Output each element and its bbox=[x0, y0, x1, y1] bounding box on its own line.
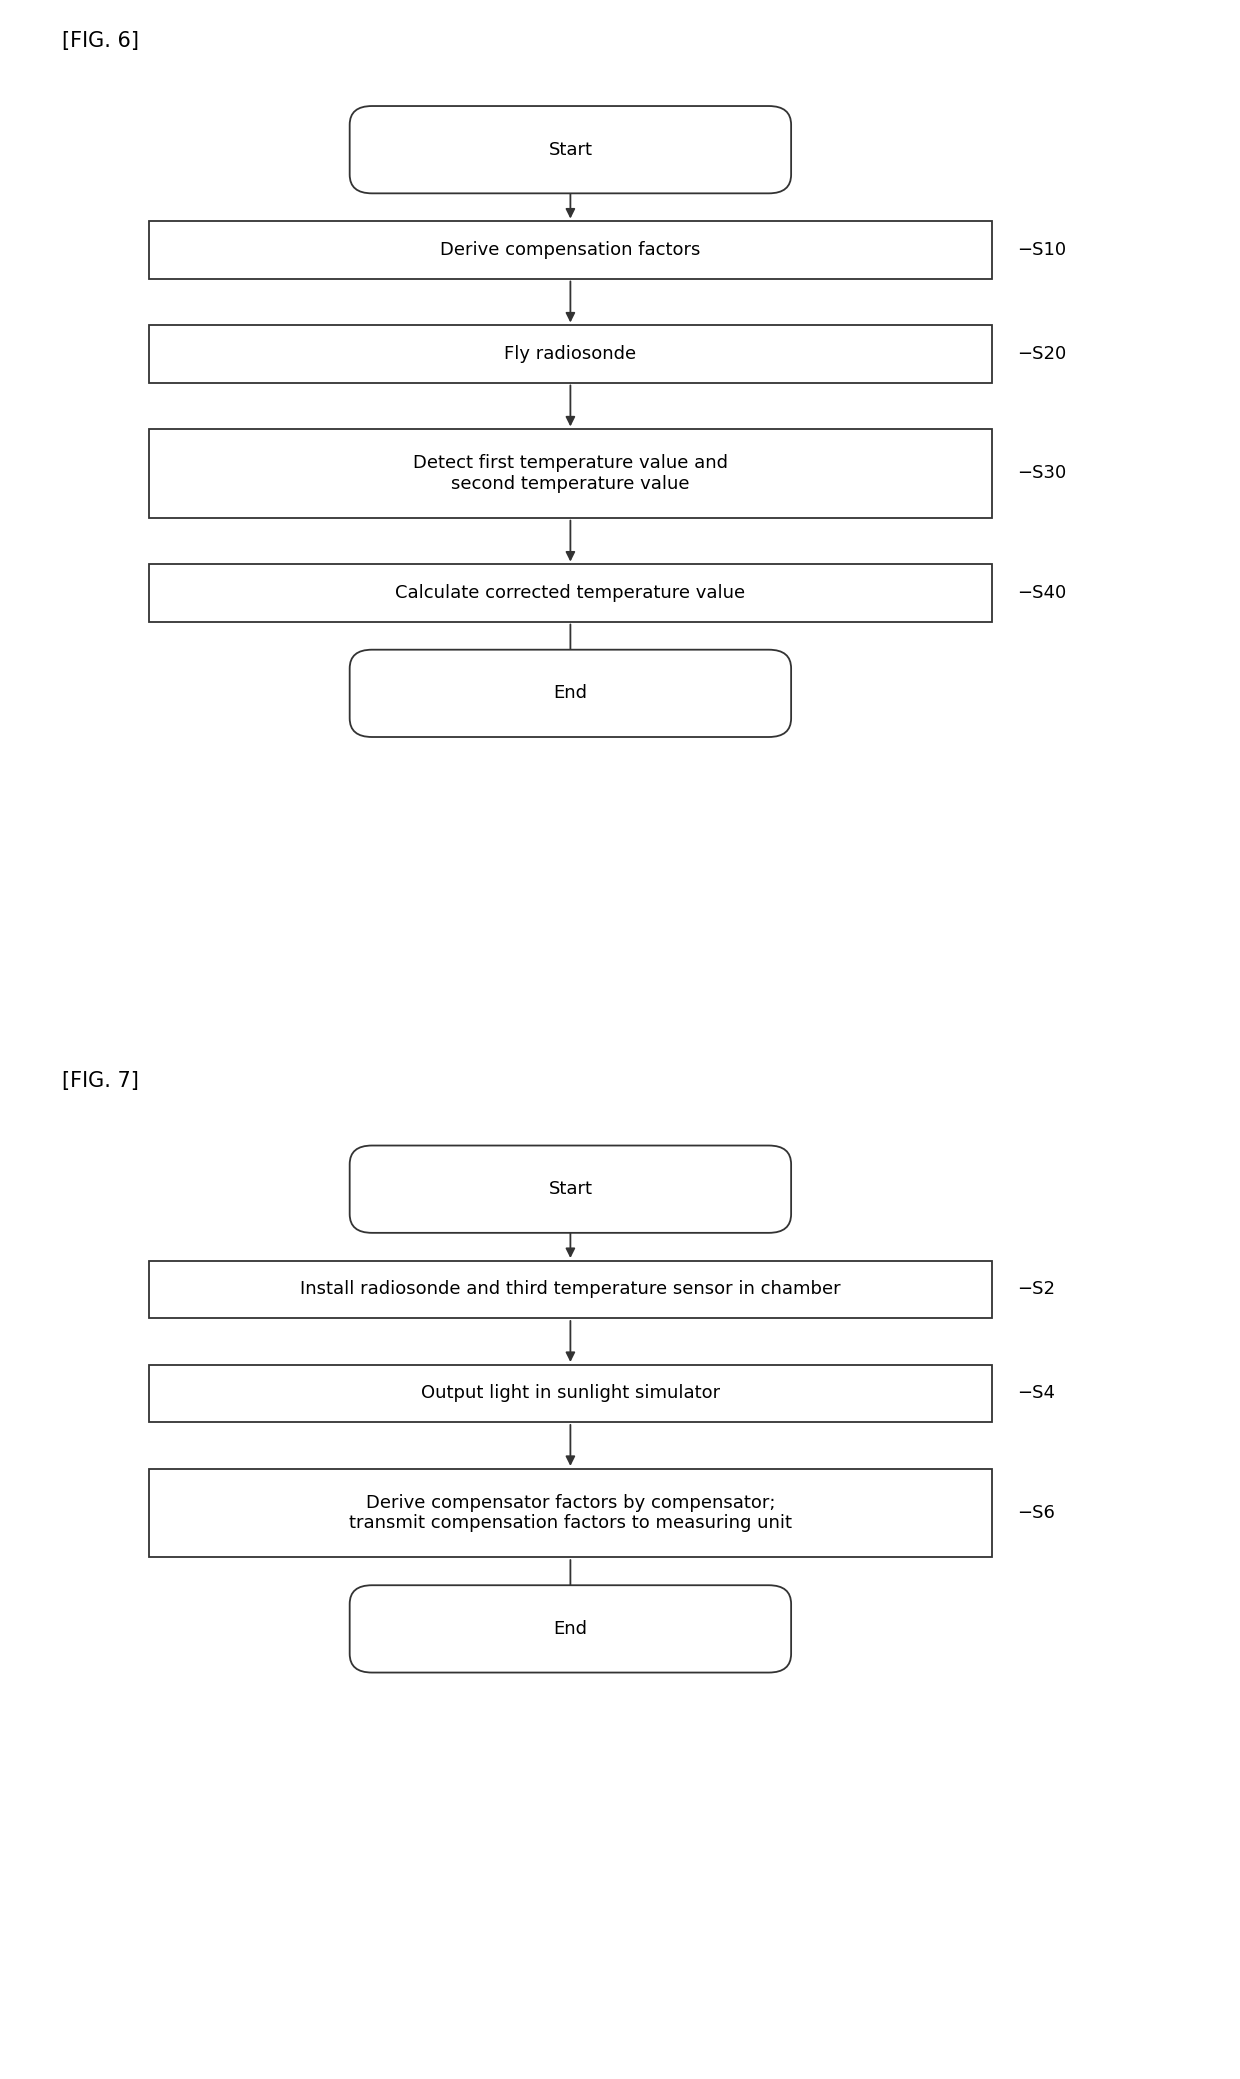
Text: End: End bbox=[553, 684, 588, 703]
FancyBboxPatch shape bbox=[350, 651, 791, 738]
Text: Fly radiosonde: Fly radiosonde bbox=[505, 345, 636, 364]
Text: [FIG. 7]: [FIG. 7] bbox=[62, 1071, 139, 1091]
FancyBboxPatch shape bbox=[149, 222, 992, 279]
FancyBboxPatch shape bbox=[149, 565, 992, 622]
Text: −S40: −S40 bbox=[1017, 584, 1066, 603]
FancyBboxPatch shape bbox=[149, 1470, 992, 1557]
Text: Start: Start bbox=[548, 1181, 593, 1198]
Text: Calculate corrected temperature value: Calculate corrected temperature value bbox=[396, 584, 745, 603]
Text: Derive compensator factors by compensator;
transmit compensation factors to meas: Derive compensator factors by compensato… bbox=[348, 1493, 792, 1532]
FancyBboxPatch shape bbox=[149, 324, 992, 383]
Text: −S4: −S4 bbox=[1017, 1385, 1055, 1403]
FancyBboxPatch shape bbox=[350, 1146, 791, 1233]
Text: Start: Start bbox=[548, 141, 593, 158]
FancyBboxPatch shape bbox=[350, 106, 791, 193]
Text: −S6: −S6 bbox=[1017, 1503, 1055, 1522]
Text: Derive compensation factors: Derive compensation factors bbox=[440, 241, 701, 260]
Text: −S2: −S2 bbox=[1017, 1281, 1055, 1299]
Text: End: End bbox=[553, 1620, 588, 1638]
FancyBboxPatch shape bbox=[149, 1260, 992, 1318]
Text: Detect first temperature value and
second temperature value: Detect first temperature value and secon… bbox=[413, 453, 728, 493]
FancyBboxPatch shape bbox=[149, 1366, 992, 1422]
Text: −S20: −S20 bbox=[1017, 345, 1066, 364]
Text: −S30: −S30 bbox=[1017, 464, 1066, 482]
Text: −S10: −S10 bbox=[1017, 241, 1066, 260]
FancyBboxPatch shape bbox=[149, 430, 992, 518]
Text: Output light in sunlight simulator: Output light in sunlight simulator bbox=[420, 1385, 720, 1403]
FancyBboxPatch shape bbox=[350, 1586, 791, 1674]
Text: Install radiosonde and third temperature sensor in chamber: Install radiosonde and third temperature… bbox=[300, 1281, 841, 1299]
Text: [FIG. 6]: [FIG. 6] bbox=[62, 31, 139, 52]
